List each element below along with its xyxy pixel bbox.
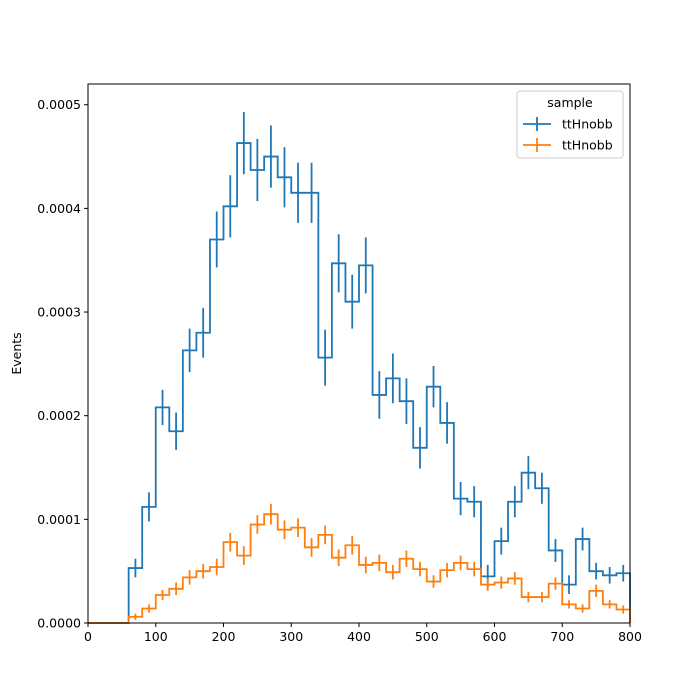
legend: sample ttHnobb ttHnobb	[516, 90, 624, 159]
legend-label: ttHnobb	[562, 117, 613, 132]
x-tick-label: 800	[618, 629, 642, 644]
y-tick-label: 0.0004	[37, 201, 81, 216]
x-tick-label: 600	[483, 629, 507, 644]
legend-label: ttHnobb	[562, 138, 613, 153]
legend-title: sample	[547, 95, 593, 110]
x-tick-label: 100	[144, 629, 168, 644]
y-tick-label: 0.0001	[37, 512, 81, 527]
y-tick-label: 0.0002	[37, 408, 81, 423]
x-tick-label: 500	[415, 629, 439, 644]
y-tick-label: 0.0000	[37, 616, 81, 631]
legend-box	[516, 90, 624, 159]
legend-item: ttHnobb	[523, 117, 613, 132]
series-2	[88, 503, 631, 624]
series-step-line	[88, 142, 631, 624]
x-tick-label: 700	[550, 629, 574, 644]
series-1	[88, 111, 631, 624]
legend-item: ttHnobb	[523, 138, 613, 153]
x-tick-label: 0	[84, 629, 92, 644]
x-tick-label: 300	[279, 629, 303, 644]
x-tick-label: 400	[347, 629, 371, 644]
y-axis: 0.0000 0.0001 0.0002 0.0003 0.0004 0.0005	[37, 97, 88, 631]
x-tick-label: 200	[212, 629, 236, 644]
y-tick-label: 0.0005	[37, 97, 81, 112]
legend-items: ttHnobb ttHnobb	[523, 117, 613, 153]
plot-area	[88, 111, 631, 624]
y-axis-label: Events	[9, 332, 24, 374]
x-axis: 0 100 200 300 400 500 600 700 800	[84, 623, 642, 644]
y-tick-label: 0.0003	[37, 305, 81, 320]
